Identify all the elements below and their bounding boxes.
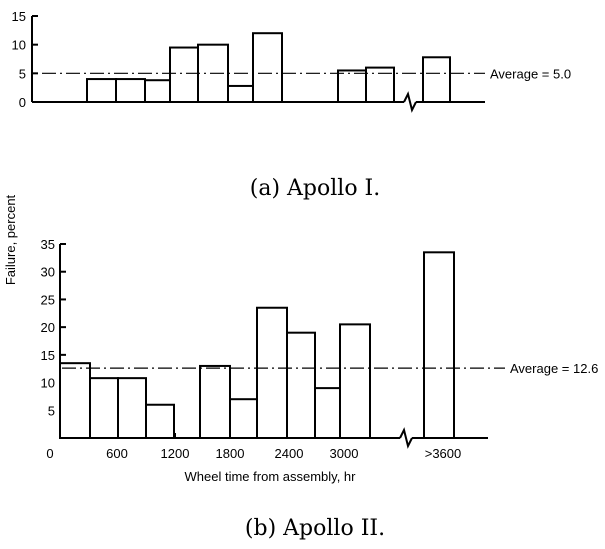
axis-break-mark bbox=[403, 91, 417, 113]
chart-apollo-2: 5 10 15 20 25 30 35 0 600 1200 1800 2400 3000 >3600 Av… bbox=[41, 237, 599, 461]
x-tick-label: 2400 bbox=[275, 446, 304, 461]
bar bbox=[145, 403, 175, 439]
bar bbox=[286, 331, 316, 439]
bar bbox=[256, 306, 288, 439]
bar bbox=[59, 362, 91, 439]
y-tick-label: 25 bbox=[41, 292, 55, 307]
bar bbox=[337, 69, 367, 103]
bar bbox=[422, 56, 451, 103]
bar bbox=[117, 377, 147, 440]
bar bbox=[314, 387, 341, 440]
y-axis-label: Failure, percent bbox=[3, 194, 18, 285]
bar bbox=[115, 78, 146, 103]
bar bbox=[89, 377, 119, 440]
chart-apollo-1: 0 5 10 15 Average = 5.0 bbox=[12, 9, 571, 113]
x-tick-label: 0 bbox=[46, 446, 53, 461]
x-tick-label: 3000 bbox=[330, 446, 359, 461]
bar bbox=[227, 84, 254, 103]
bar bbox=[252, 32, 283, 104]
bar bbox=[199, 364, 231, 440]
y-tick-label: 5 bbox=[48, 403, 55, 418]
x-tick-label: 1800 bbox=[216, 446, 245, 461]
x-tick-label: 1200 bbox=[161, 446, 190, 461]
x-tick-label: >3600 bbox=[425, 446, 462, 461]
y-tick-label: 15 bbox=[12, 9, 26, 24]
bar bbox=[229, 398, 258, 440]
y-tick-label: 35 bbox=[41, 237, 55, 252]
caption-apollo-1: (a) Apollo I. bbox=[250, 176, 381, 201]
axis-break-mark bbox=[399, 427, 413, 449]
y-tick-label: 10 bbox=[41, 376, 55, 391]
bar bbox=[169, 46, 199, 103]
bar bbox=[86, 78, 117, 103]
x-axis-label: Wheel time from assembly, hr bbox=[185, 469, 357, 484]
caption-apollo-2: (b) Apollo II. bbox=[245, 516, 385, 541]
y-tick-label: 0 bbox=[19, 95, 26, 110]
x-tick-label: 600 bbox=[106, 446, 128, 461]
y-tick-label: 15 bbox=[41, 348, 55, 363]
y-tick-label: 5 bbox=[19, 66, 26, 81]
bar bbox=[144, 79, 171, 103]
y-tick-label: 30 bbox=[41, 265, 55, 280]
bar bbox=[339, 323, 371, 439]
bar bbox=[423, 251, 455, 439]
average-label: Average = 5.0 bbox=[490, 66, 571, 81]
average-label: Average = 12.6 bbox=[510, 361, 598, 376]
y-tick-label: 10 bbox=[12, 38, 26, 53]
y-tick-label: 20 bbox=[41, 320, 55, 335]
